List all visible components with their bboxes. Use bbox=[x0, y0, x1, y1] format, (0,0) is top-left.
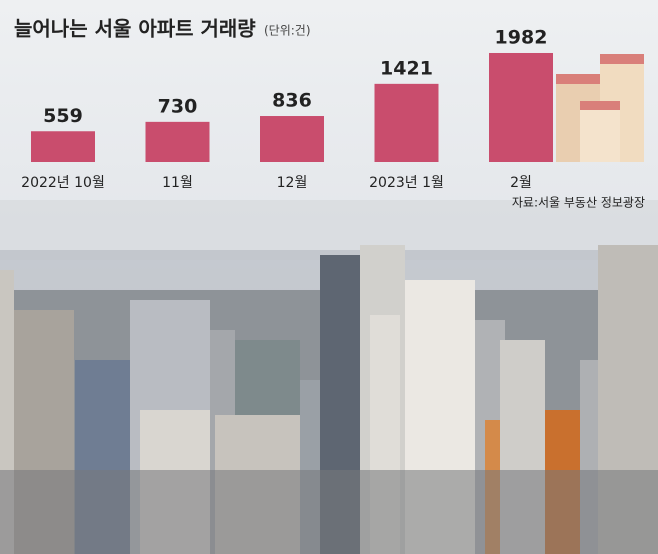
value-label: 559 bbox=[43, 105, 83, 127]
x-tick-label: 2023년 1월 bbox=[369, 175, 444, 191]
bar bbox=[489, 52, 553, 162]
bar bbox=[374, 83, 439, 162]
unit-label: (단위:건) bbox=[264, 24, 311, 38]
x-tick-label: 2월 bbox=[510, 175, 532, 191]
bar bbox=[260, 116, 324, 162]
bar bbox=[145, 121, 210, 162]
bar bbox=[31, 131, 95, 162]
x-tick-label: 2022년 10월 bbox=[21, 175, 105, 191]
x-tick-label: 11월 bbox=[162, 175, 193, 191]
building-illustration bbox=[556, 54, 644, 162]
value-label: 836 bbox=[272, 90, 312, 112]
value-label: 730 bbox=[158, 95, 198, 117]
x-tick-label: 12월 bbox=[277, 175, 308, 191]
city-photo bbox=[0, 200, 658, 554]
value-label: 1982 bbox=[495, 26, 548, 48]
chart-title: 늘어나는 서울 아파트 거래량 bbox=[14, 17, 256, 41]
source: 자료:서울 부동산 정보광장 bbox=[512, 196, 645, 210]
value-label: 1421 bbox=[380, 57, 433, 79]
